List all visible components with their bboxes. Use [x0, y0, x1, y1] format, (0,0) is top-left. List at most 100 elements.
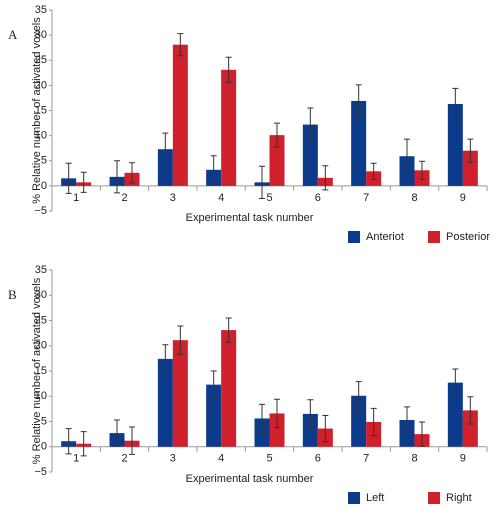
error-bar	[225, 317, 232, 343]
y-axis-title: % Relative number of activated voxels	[31, 17, 43, 204]
y-tick-label: 35	[35, 264, 47, 276]
bar	[447, 103, 463, 186]
error-bar	[225, 56, 232, 83]
bar	[269, 413, 285, 447]
x-tick-label: 8	[411, 453, 417, 465]
y-tick-label: 5	[41, 415, 47, 427]
error-bar	[452, 87, 459, 121]
bar	[221, 69, 237, 186]
bar	[462, 150, 478, 186]
y-tick-label: −5	[34, 205, 47, 217]
error-bar	[355, 381, 362, 411]
bar	[462, 410, 478, 447]
y-tick-label: 25	[35, 314, 47, 326]
x-tick-label: 4	[218, 192, 224, 204]
legend-swatch	[348, 231, 360, 243]
y-tick-label: 20	[35, 79, 47, 91]
panel-label: A	[8, 27, 18, 42]
error-bar	[307, 399, 314, 429]
error-bar	[210, 370, 217, 399]
x-tick-label: 7	[363, 192, 369, 204]
error-bar	[129, 162, 135, 184]
error-bar	[80, 171, 87, 193]
bar	[172, 340, 188, 447]
bar	[172, 44, 188, 186]
legend-swatch	[428, 492, 440, 504]
error-bar	[114, 419, 120, 447]
bar	[206, 384, 222, 447]
legend-label: Left	[366, 492, 384, 504]
error-bar	[274, 398, 280, 429]
error-bar	[322, 165, 329, 191]
error-bar	[162, 344, 169, 374]
error-bar	[419, 160, 425, 180]
bar	[302, 124, 318, 186]
bar	[157, 149, 173, 186]
y-tick-label: 5	[41, 155, 47, 167]
y-tick-label: 30	[35, 29, 47, 41]
error-bar	[177, 325, 184, 355]
error-bar	[210, 155, 217, 185]
error-bar	[370, 407, 377, 437]
y-tick-label: 0	[41, 180, 47, 192]
error-bar	[259, 403, 265, 434]
x-tick-label: 6	[315, 453, 321, 465]
legend-label: Anteriot	[366, 231, 404, 243]
legend-swatch	[348, 492, 360, 504]
x-tick-label: 7	[363, 453, 369, 465]
error-bar	[274, 122, 280, 148]
bar	[157, 358, 173, 447]
error-bar	[162, 132, 169, 166]
bar	[351, 100, 367, 186]
x-tick-label: 6	[315, 192, 321, 204]
y-tick-label: 30	[35, 289, 47, 301]
y-tick-label: 0	[41, 441, 47, 453]
error-bar	[404, 138, 410, 174]
y-tick-label: −5	[34, 466, 47, 478]
bar	[447, 382, 463, 447]
bar	[302, 413, 318, 447]
x-tick-label: 2	[121, 192, 127, 204]
error-bar	[177, 33, 184, 57]
error-bar	[452, 368, 459, 397]
y-tick-label: 10	[35, 390, 47, 402]
y-tick-label: 35	[35, 4, 47, 16]
x-tick-label: 9	[460, 453, 466, 465]
y-tick-label: 25	[35, 54, 47, 66]
x-tick-label: 3	[170, 192, 176, 204]
y-tick-label: 15	[35, 365, 47, 377]
legend-swatch	[428, 231, 440, 243]
error-bar	[114, 160, 120, 194]
bar	[221, 330, 237, 447]
x-tick-label: 5	[266, 192, 272, 204]
error-bar	[65, 428, 72, 455]
error-bar	[259, 165, 265, 199]
y-tick-label: 15	[35, 104, 47, 116]
x-tick-label: 5	[266, 453, 272, 465]
error-bar	[467, 138, 474, 163]
error-bar	[322, 414, 329, 443]
error-bar	[129, 426, 135, 455]
error-bar	[80, 431, 87, 457]
legend-label: Posterior	[446, 231, 490, 243]
panel-label: B	[8, 287, 17, 302]
x-tick-label: 3	[170, 453, 176, 465]
y-axis-title: % Relative number of activated voxels	[31, 277, 43, 464]
x-tick-label: 8	[411, 192, 417, 204]
y-tick-label: 10	[35, 130, 47, 142]
error-bar	[307, 107, 314, 142]
error-bar	[355, 84, 362, 118]
error-bar	[467, 396, 474, 425]
x-tick-label: 9	[460, 192, 466, 204]
x-tick-label: 1	[73, 192, 79, 204]
x-tick-label: 4	[218, 453, 224, 465]
error-bar	[419, 421, 425, 447]
bar	[269, 135, 285, 186]
bar	[351, 395, 367, 447]
error-bar	[370, 162, 377, 180]
legend-label: Right	[446, 492, 472, 504]
error-bar	[65, 162, 72, 194]
x-axis-title: Experimental task number	[186, 212, 314, 224]
x-tick-label: 2	[121, 453, 127, 465]
